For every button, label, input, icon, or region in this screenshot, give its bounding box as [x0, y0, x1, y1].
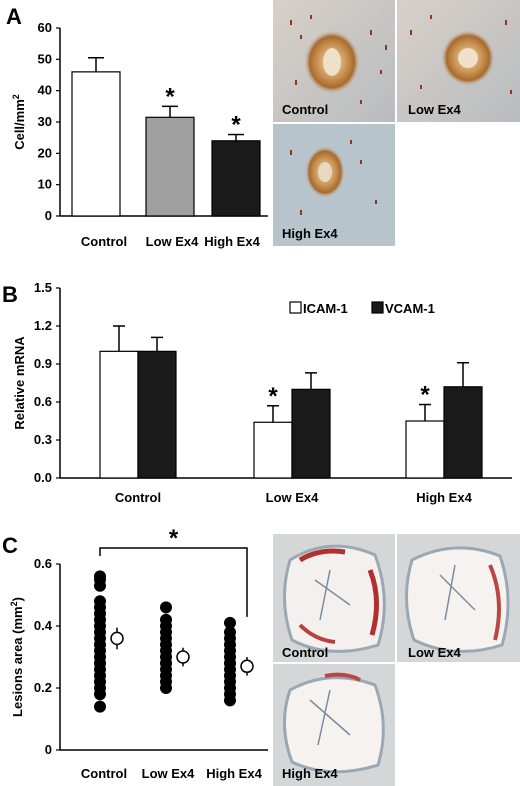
photo-c-high-label: High Ex4 [282, 766, 338, 781]
photo-c-low: Low Ex4 [397, 534, 520, 662]
y-tick-label: 20 [38, 145, 52, 160]
photo-grid-a: Control Low Ex4 High Ex4 [273, 0, 520, 246]
legend-swatch-vcam-1 [371, 301, 384, 314]
x-tick-label: Low Ex4 [266, 490, 320, 505]
mean-marker [110, 631, 124, 646]
x-tick-label: Control [115, 490, 161, 505]
significance-star: * [231, 112, 241, 139]
y-tick-label: 40 [38, 83, 52, 98]
x-tick-label: High Ex4 [206, 766, 262, 781]
photo-c-low-label: Low Ex4 [408, 645, 462, 660]
photo-grid-c: Control Low Ex4 High Ex4 [273, 534, 520, 786]
y-tick-label: 0 [45, 208, 52, 223]
legend-swatch-icam-1 [289, 301, 302, 314]
mean-marker [176, 650, 190, 664]
chart-a: 0 10 20 30 40 50 60 Cell/mm2 * * Control Low Ex4 Hig… [11, 20, 268, 249]
x-tick-label: Low Ex4 [146, 234, 200, 249]
significance-star: * [169, 525, 179, 552]
y-tick-label: 0.6 [34, 394, 52, 409]
photo-a-control: Control [273, 0, 395, 122]
bar [71, 71, 121, 217]
bar [145, 116, 195, 217]
photo-a-low: Low Ex4 [397, 0, 520, 122]
y-tick-label: 30 [38, 114, 52, 129]
legend-label-icam-1: ICAM-1 [303, 301, 348, 316]
photo-c-high: High Ex4 [273, 664, 395, 786]
data-point [94, 595, 106, 608]
photo-a-low-label: Low Ex4 [408, 102, 462, 117]
y-tick-label: 1.2 [34, 318, 52, 333]
legend: ICAM-1 VCAM-1 [289, 301, 435, 316]
y-tick-label: 60 [38, 20, 52, 35]
y-tick-label: 50 [38, 51, 52, 66]
data-point [94, 570, 106, 583]
x-tick-label: High Ex4 [204, 234, 260, 249]
x-tick-label: Control [81, 234, 127, 249]
mean-marker [240, 659, 254, 674]
y-tick-label: 10 [38, 177, 52, 192]
bar-icam-1 [405, 420, 445, 479]
panel-letter-c: C [2, 533, 18, 558]
photo-a-high-label: High Ex4 [282, 226, 338, 241]
bar [211, 140, 261, 217]
y-tick-label: 0.2 [34, 680, 52, 695]
photo-c-control-label: Control [282, 645, 328, 660]
significance-star: * [268, 383, 278, 410]
data-point [224, 616, 236, 629]
chart-c: 0 0.2 0.4 0.6 Lesions area (mm2) * Control Low … [9, 525, 268, 781]
x-tick-label: Control [81, 766, 127, 781]
y-tick-label: 0.4 [34, 618, 53, 633]
significance-star: * [165, 83, 175, 110]
legend-label-vcam-1: VCAM-1 [385, 301, 435, 316]
y-axis-label: Lesions area (mm2) [9, 597, 25, 717]
photo-a-high: High Ex4 [273, 124, 395, 246]
y-tick-label: 0.3 [34, 432, 52, 447]
data-point [224, 626, 236, 639]
x-tick-label: High Ex4 [416, 490, 472, 505]
y-tick-label: 0.9 [34, 356, 52, 371]
bar-vcam-1 [137, 350, 177, 479]
bar-icam-1 [99, 350, 139, 479]
y-axis-label: Relative mRNA [12, 336, 27, 430]
bar-vcam-1 [291, 388, 331, 479]
y-axis-label: Cell/mm2 [11, 94, 27, 150]
photo-c-control: Control [273, 534, 395, 662]
x-tick-label: Low Ex4 [142, 766, 196, 781]
y-tick-label: 0.0 [34, 470, 52, 485]
chart-b: 0.0 0.3 0.6 0.9 1.2 1.5 Relative mRNA Control * L… [12, 280, 512, 505]
data-point [160, 613, 172, 626]
photo-a-control-label: Control [282, 102, 328, 117]
bar-icam-1 [253, 421, 293, 479]
y-tick-label: 0 [45, 742, 52, 757]
data-point [94, 700, 106, 713]
panel-letter-b: B [2, 282, 18, 307]
significance-bracket [99, 547, 248, 617]
panel-letter-a: A [6, 4, 22, 29]
y-tick-label: 1.5 [34, 280, 52, 295]
data-point [160, 601, 172, 614]
bar-vcam-1 [443, 386, 483, 479]
significance-star: * [420, 382, 430, 409]
y-tick-label: 0.6 [34, 556, 52, 571]
